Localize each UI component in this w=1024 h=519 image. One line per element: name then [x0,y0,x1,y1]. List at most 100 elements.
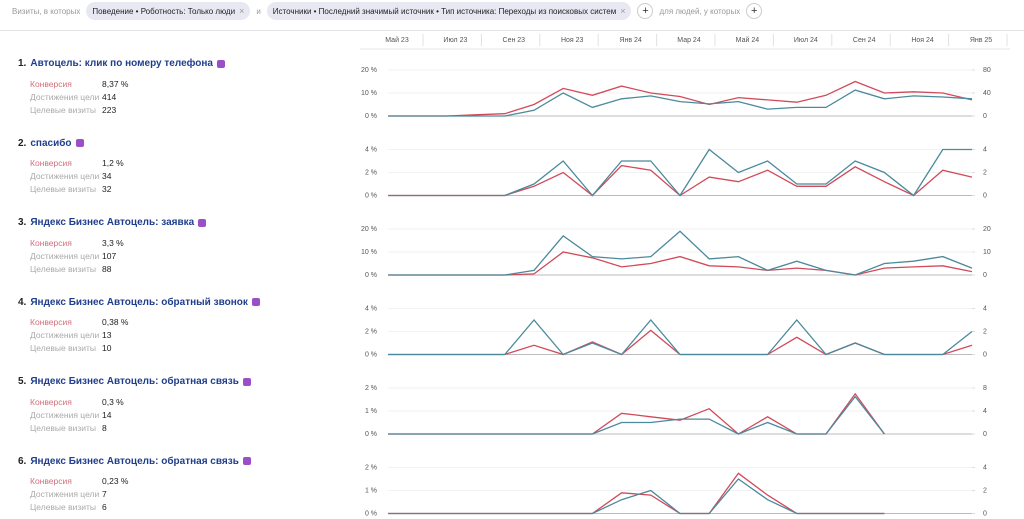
goal-icon [251,298,260,306]
chip-remove[interactable]: × [620,6,626,16]
metric-value: 14 [102,409,112,420]
metric-value: 10 [102,343,112,353]
metric-label: Целевые визиты [30,502,97,512]
metric-row: Достижения цели 14 [30,408,348,421]
goal: 5. Яндекс Бизнес Автоцель: обратная связь… [18,376,348,434]
metric-value: 34 [102,171,112,181]
metric-label: Достижения цели [30,250,100,261]
y2-tick-label: 0 [983,351,987,358]
y-tick-label: 0 % [365,351,377,358]
goal-title: 6. Яндекс Бизнес Автоцель: обратная связь [18,456,348,467]
timeline-label: Июл 23 [443,37,467,44]
metric-value: 8,37 % [102,78,129,89]
goal-number: 1. [18,58,27,69]
y-tick-label: 10 % [361,90,377,97]
goal-number: 6. [18,455,27,467]
y-tick-label: 2 % [365,328,377,335]
series-line [388,80,973,117]
series-line [388,472,885,515]
y2-tick-label: 10 [983,249,991,256]
y2-tick-label: 0 [983,113,987,120]
metric-value: 0,3 % [102,396,124,407]
y2-tick-label: 4 [983,146,987,153]
metric-label: Целевые визиты [30,263,97,274]
timeline-label: Ноя 24 [911,37,934,44]
metric-value: 1,2 % [102,158,124,168]
metric-row: Конверсия 0,3 % [30,395,348,408]
metric-label: Достижения цели [30,171,100,181]
goal: 3. Яндекс Бизнес Автоцель: заявка Конверси… [18,217,348,275]
y2-tick-label: 40 [983,90,991,97]
metric-row: Целевые визиты 88 [30,262,348,275]
series-line [388,148,972,197]
metric-label: Достижения цели [30,91,100,102]
y2-tick-label: 0 [983,431,987,438]
add-filter[interactable]: + [637,3,654,19]
goal-title: 1. Автоцель: клик по номеру телефона [18,58,348,69]
series-line [388,392,885,435]
metric-label: Конверсия [30,396,72,407]
y-tick-label: 2 % [365,385,377,392]
goal: 6. Яндекс Бизнес Автоцель: обратная связь… [18,456,348,514]
filter-chip[interactable]: Источники • Последний значимый источник … [266,2,632,20]
metric-label: Конверсия [30,158,72,168]
y2-tick-label: 0 [983,192,987,199]
metric-value: 32 [102,184,112,194]
chip-text: Поведение • Роботность: Только люди [92,6,236,16]
y-tick-label: 0 % [365,113,377,120]
series-line [388,329,973,356]
goal-name: Автоцель: клик по номеру телефона [30,58,213,69]
y-tick-label: 20 % [361,67,377,74]
metric-row: Целевые визиты 32 [30,183,348,196]
y-tick-label: 2 % [365,464,377,471]
goal-title: 2. спасибо [18,138,348,149]
metric-row: Целевые визиты 8 [30,421,348,434]
filter-chip[interactable]: Поведение • Роботность: Только люди × [86,2,251,20]
chip-text: Источники • Последний значимый источник … [272,6,617,16]
chip-remove[interactable]: × [239,6,245,16]
goal-title: 3. Яндекс Бизнес Автоцель: заявка [18,217,348,228]
series-line [388,230,973,276]
metric-label: Достижения цели [30,409,100,420]
metric-value: 13 [102,330,112,340]
add-filter[interactable]: + [746,3,763,19]
metric-label: Целевые визиты [30,104,97,115]
metric-row: Конверсия 0,38 % [30,316,348,329]
metric-value: 3,3 % [102,237,124,248]
goal-name: Яндекс Бизнес Автоцель: обратная связь [30,376,239,387]
goal-name: Яндекс Бизнес Автоцель: обратный звонок [30,296,248,308]
goal-number: 3. [18,217,27,228]
y2-tick-label: 4 [983,408,987,415]
goal-title: 5. Яндекс Бизнес Автоцель: обратная связь [18,376,348,387]
divider [0,30,1024,31]
y-tick-label: 4 % [365,146,377,153]
metric-value: 7 [102,489,107,499]
metric-label: Целевые визиты [30,422,97,433]
metric-row: Конверсия 3,3 % [30,236,348,249]
filter-prefix: Визиты, в которых [12,6,81,16]
timeline-label: Янв 25 [970,37,992,44]
y-tick-label: 0 % [365,510,377,517]
metric-value: 8 [102,422,107,433]
metric-value: 107 [102,250,117,261]
metric-value: 0,38 % [102,317,129,327]
goal-icon [198,218,207,227]
goal-number: 2. [18,137,27,149]
metric-label: Целевые визиты [30,184,97,194]
timeline-label: Сен 23 [503,37,526,44]
metric-value: 414 [102,91,117,102]
y2-tick-label: 20 [983,226,991,233]
y-tick-label: 4 % [365,305,377,312]
goal-number: 5. [18,376,27,387]
metric-label: Достижения цели [30,489,100,499]
goal-number: 4. [18,296,27,308]
series-line [388,395,885,435]
metric-row: Конверсия 8,37 % [30,77,348,90]
metric-row: Целевые визиты 6 [30,501,348,514]
timeline-label: Май 23 [385,36,409,44]
y2-tick-label: 2 [983,169,987,176]
timeline-label: Мар 24 [677,37,701,44]
metric-row: Достижения цели 13 [30,329,348,342]
metric-row: Достижения цели 414 [30,90,348,103]
metric-row: Конверсия 0,23 % [30,475,348,488]
